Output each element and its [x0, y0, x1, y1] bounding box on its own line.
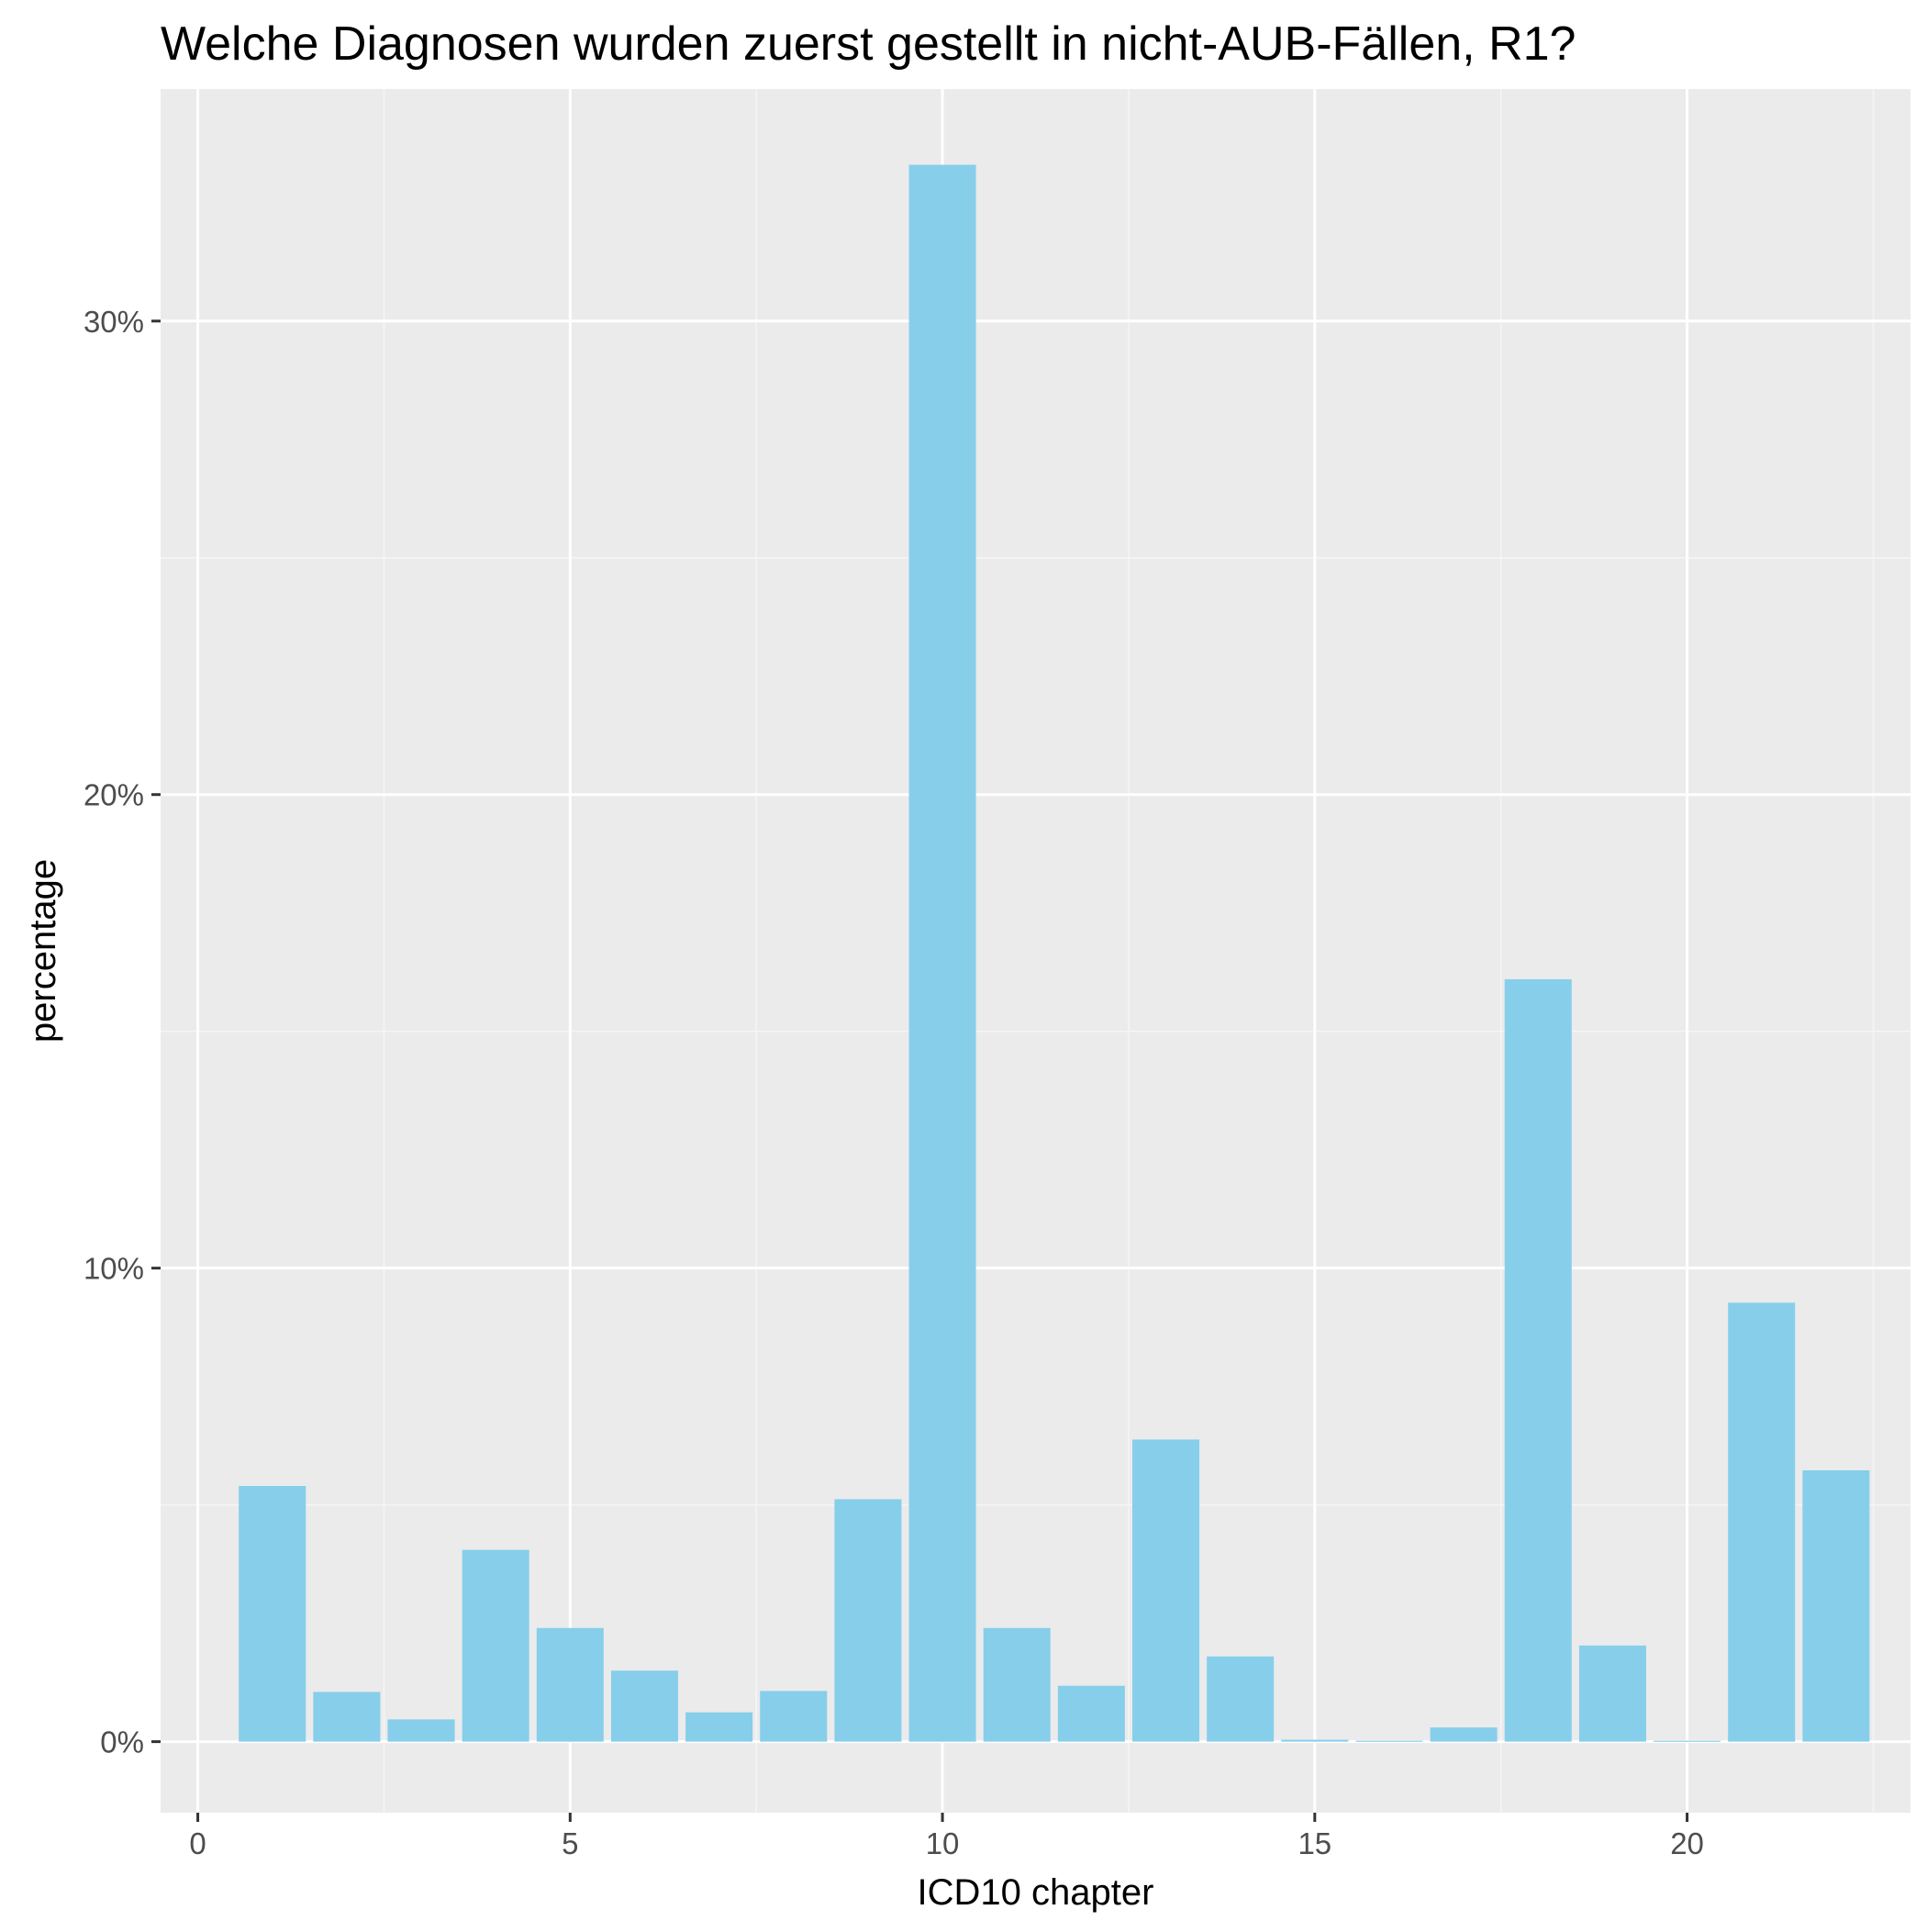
bar-chapter-9	[834, 1499, 902, 1742]
bar-chapter-3	[387, 1719, 455, 1742]
bar-chapter-12	[1057, 1685, 1125, 1742]
bars	[239, 164, 1870, 1742]
bar-chapter-4	[462, 1549, 529, 1742]
x-tick-label: 0	[189, 1826, 206, 1860]
y-tick-label: 20%	[84, 778, 144, 812]
x-tick-label: 20	[1670, 1826, 1704, 1860]
bar-chapter-22	[1802, 1469, 1870, 1742]
chart-title: Welche Diagnosen wurden zuerst gestellt …	[161, 17, 1576, 71]
grid-minor	[161, 89, 1910, 1813]
bar-chapter-8	[760, 1691, 828, 1742]
bar-chapter-11	[983, 1627, 1051, 1742]
bar-chapter-17	[1430, 1727, 1498, 1742]
x-tick-label: 10	[926, 1826, 960, 1860]
y-axis-title: percentage	[23, 859, 63, 1043]
bar-chapter-6	[610, 1670, 678, 1742]
y-tick-label: 30%	[84, 305, 144, 339]
bar-chapter-21	[1728, 1302, 1796, 1742]
bar-chapter-15	[1281, 1739, 1349, 1742]
x-tick-label: 5	[562, 1826, 578, 1860]
y-axis: 0% 10% 20% 30%	[84, 305, 161, 1759]
bar-chapter-5	[536, 1627, 604, 1742]
x-axis-title: ICD10 chapter	[918, 1872, 1154, 1913]
bar-chapter-16	[1355, 1740, 1423, 1742]
y-tick-label: 0%	[100, 1725, 144, 1759]
bar-chapter-18	[1504, 978, 1572, 1742]
bar-chapter-2	[313, 1692, 381, 1742]
bar-chapter-1	[239, 1486, 306, 1742]
y-tick-label: 10%	[84, 1252, 144, 1286]
plot-panel	[161, 89, 1910, 1813]
bar-chapter-20	[1654, 1740, 1721, 1742]
bar-chapter-13	[1131, 1439, 1200, 1742]
x-tick-label: 15	[1298, 1826, 1331, 1860]
bar-chapter-7	[685, 1712, 753, 1742]
bar-chapter-14	[1207, 1656, 1275, 1742]
bar-chapter-10	[908, 164, 976, 1742]
x-axis: 0 5 10 15 20	[189, 1813, 1704, 1860]
bar-chapter-19	[1578, 1645, 1646, 1742]
